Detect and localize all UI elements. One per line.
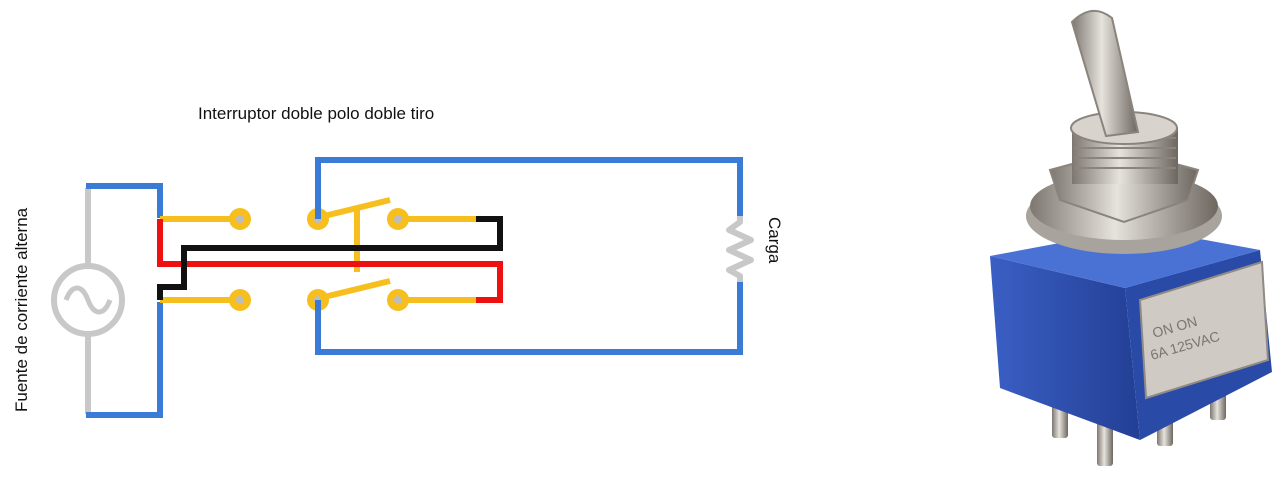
load-blue-wire-top <box>315 157 743 219</box>
source-label: Fuente de corriente alterna <box>12 207 31 412</box>
black-wire <box>157 216 503 300</box>
source-blue-wire-top <box>86 183 163 218</box>
ac-source-symbol <box>51 263 125 337</box>
load-blue-wire-bottom <box>315 282 743 355</box>
load-label: Carga <box>765 217 784 264</box>
diagram-title: Interruptor doble polo doble tiro <box>198 104 435 123</box>
ac-source <box>51 188 125 414</box>
switch-lever-top <box>319 197 391 220</box>
switch-lever-bottom <box>319 278 391 301</box>
red-wire <box>157 219 503 303</box>
switch-terminals <box>160 197 478 311</box>
source-blue-wire-bottom <box>86 302 163 418</box>
toggle-switch-photo: ON ON 6A 125VAC <box>990 10 1272 466</box>
switch-body-left <box>990 256 1140 440</box>
switch-bracket <box>1138 260 1270 400</box>
sine-wave-icon <box>63 285 113 315</box>
load-resistor <box>726 216 754 282</box>
toggle-lever <box>1070 10 1140 138</box>
